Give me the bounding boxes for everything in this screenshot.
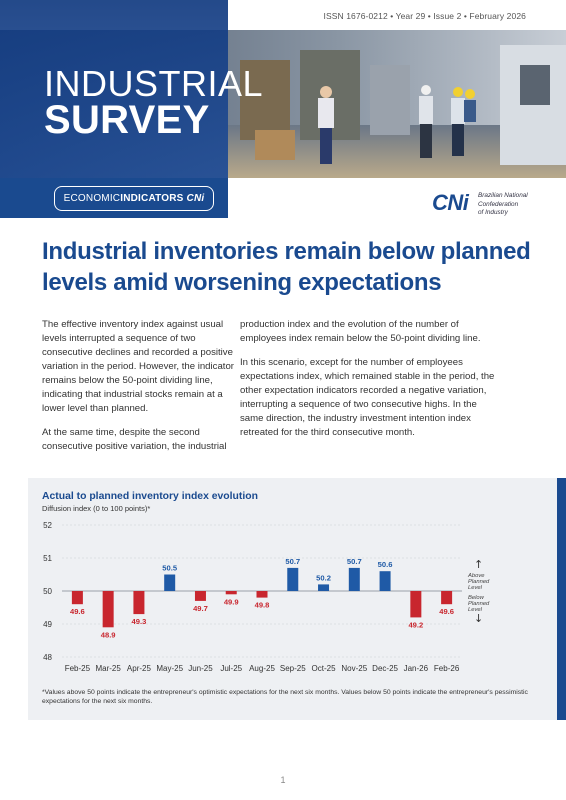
economic-indicators-badge: ECONOMICINDICATORS CNi <box>54 186 214 211</box>
cni-organization-name: Brazilian National Confederation of Indu… <box>478 192 548 218</box>
data-label: 49.2 <box>408 620 423 629</box>
data-label: 49.6 <box>70 607 85 616</box>
chart-footnote: *Values above 50 points indicate the ent… <box>42 689 528 705</box>
annotation-below: Below <box>468 595 485 601</box>
bar <box>348 567 360 591</box>
bar <box>287 567 299 591</box>
data-label: 49.7 <box>193 604 208 613</box>
data-label: 50.7 <box>347 557 362 566</box>
bar <box>133 591 145 615</box>
chart-panel <box>28 478 557 720</box>
bar <box>164 574 176 591</box>
bar <box>379 571 391 591</box>
x-tick-label: Nov-25 <box>341 664 367 673</box>
body-paragraph: The effective inventory index against us… <box>42 319 234 414</box>
publication-title-line1: INDUSTRIAL <box>44 63 264 104</box>
cni-logo: CNi <box>432 190 469 215</box>
cni-name-line1: Brazilian National <box>478 192 528 199</box>
y-tick-label: 51 <box>43 554 52 563</box>
x-tick-label: May-25 <box>156 664 183 673</box>
data-label: 48.9 <box>101 630 116 639</box>
data-label: 49.6 <box>439 607 454 616</box>
x-tick-label: Apr-25 <box>127 664 152 673</box>
y-tick-label: 49 <box>43 620 52 629</box>
annotation-above: Level <box>468 585 483 591</box>
chart-subtitle: Diffusion index (0 to 100 points)* <box>42 504 151 513</box>
body-paragraph: At the same time, despite the second con… <box>42 427 227 452</box>
annotation-above: Above <box>467 573 485 579</box>
bar <box>102 591 114 628</box>
x-tick-label: Feb-26 <box>434 664 460 673</box>
x-tick-label: Jul-25 <box>220 664 242 673</box>
badge-band <box>0 178 228 218</box>
data-label: 49.9 <box>224 597 239 606</box>
cni-name-line2: Confederation <box>478 200 519 208</box>
data-label: 49.8 <box>255 601 270 610</box>
title-overlay <box>0 0 228 178</box>
x-tick-label: Aug-25 <box>249 664 275 673</box>
data-label: 50.7 <box>285 557 300 566</box>
page-number: 1 <box>280 775 286 785</box>
body-paragraph: In this scenario, except for the number … <box>240 357 495 438</box>
annotation-below: Level <box>468 607 483 613</box>
bar <box>256 591 268 598</box>
x-tick-label: Mar-25 <box>95 664 121 673</box>
bar <box>318 584 330 591</box>
y-tick-label: 50 <box>43 587 52 596</box>
data-label: 50.2 <box>316 573 331 582</box>
inventory-bar-chart: 48 49 50 51 52 49.6 Feb-25 48.9 Mar-25 49.3 Apr-25… <box>43 521 490 673</box>
bar <box>410 591 422 618</box>
bar <box>225 591 237 595</box>
publication-title-line2: SURVEY <box>44 98 210 142</box>
bar <box>194 591 206 601</box>
x-tick-label: Feb-25 <box>65 664 91 673</box>
chart-title: Actual to planned inventory index evolut… <box>42 491 258 502</box>
x-tick-label: Jan-26 <box>404 664 429 673</box>
y-tick-label: 48 <box>43 653 52 662</box>
body-column-2: production index and the evolution of th… <box>240 318 502 450</box>
body-paragraph: production index and the evolution of th… <box>240 319 481 344</box>
body-column-1: The effective inventory index against us… <box>42 318 234 464</box>
badge-economic: ECONOMIC <box>63 193 121 204</box>
bar <box>71 591 83 605</box>
x-tick-label: Sep-25 <box>280 664 306 673</box>
headline: Industrial inventories remain below plan… <box>42 238 531 296</box>
badge-indicators: INDICATORS <box>120 193 184 204</box>
x-tick-label: Jun-25 <box>188 664 213 673</box>
arrow-up-icon: ↑ <box>474 558 483 571</box>
data-label: 50.6 <box>378 560 393 569</box>
x-tick-label: Dec-25 <box>372 664 398 673</box>
panel-accent-bar <box>557 478 566 720</box>
annotation-above: Planned <box>468 579 490 585</box>
cni-name-line3: of Industry <box>478 209 508 216</box>
bar <box>441 591 453 605</box>
badge-brand: CNi <box>186 193 205 204</box>
data-label: 49.3 <box>132 617 147 626</box>
data-label: 50.5 <box>162 564 178 573</box>
x-tick-label: Oct-25 <box>312 664 337 673</box>
arrow-down-icon: ↓ <box>474 612 483 625</box>
y-tick-label: 52 <box>43 521 52 530</box>
annotation-below: Planned <box>468 601 490 607</box>
issn-line: ISSN 1676-0212 • Year 29 • Issue 2 • Feb… <box>323 11 526 21</box>
